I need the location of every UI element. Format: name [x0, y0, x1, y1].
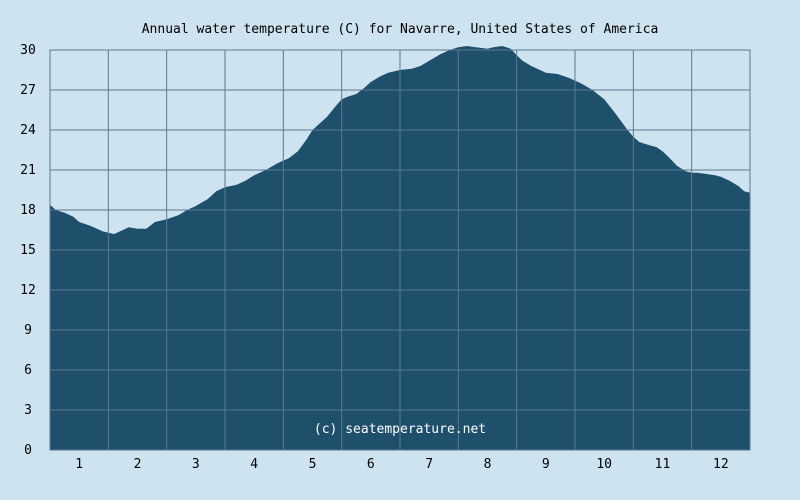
x-tick-label: 12 [713, 457, 729, 472]
y-tick-label: 9 [24, 323, 32, 338]
x-tick-label: 1 [75, 457, 83, 472]
x-tick-label: 6 [367, 457, 375, 472]
grid-layer [50, 50, 750, 450]
x-tick-label: 11 [655, 457, 671, 472]
x-tick-label: 8 [484, 457, 492, 472]
x-tick-label: 5 [309, 457, 317, 472]
x-tick-label: 9 [542, 457, 550, 472]
x-tick-label: 2 [134, 457, 142, 472]
y-tick-label: 18 [20, 203, 36, 218]
y-tick-label: 24 [20, 123, 36, 138]
chart-title: Annual water temperature (C) for Navarre… [142, 22, 659, 37]
x-tick-label: 3 [192, 457, 200, 472]
y-tick-label: 12 [20, 283, 36, 298]
x-tick-label: 7 [425, 457, 433, 472]
x-tick-label: 4 [250, 457, 258, 472]
y-tick-label: 15 [20, 243, 36, 258]
x-tick-label: 10 [596, 457, 612, 472]
y-tick-label: 30 [20, 43, 36, 58]
y-tick-label: 0 [24, 443, 32, 458]
plot-frame [49, 49, 751, 451]
y-tick-label: 21 [20, 163, 36, 178]
y-tick-label: 3 [24, 403, 32, 418]
watermark: (c) seatemperature.net [314, 422, 486, 437]
y-tick-label: 27 [20, 83, 36, 98]
y-tick-label: 6 [24, 363, 32, 378]
